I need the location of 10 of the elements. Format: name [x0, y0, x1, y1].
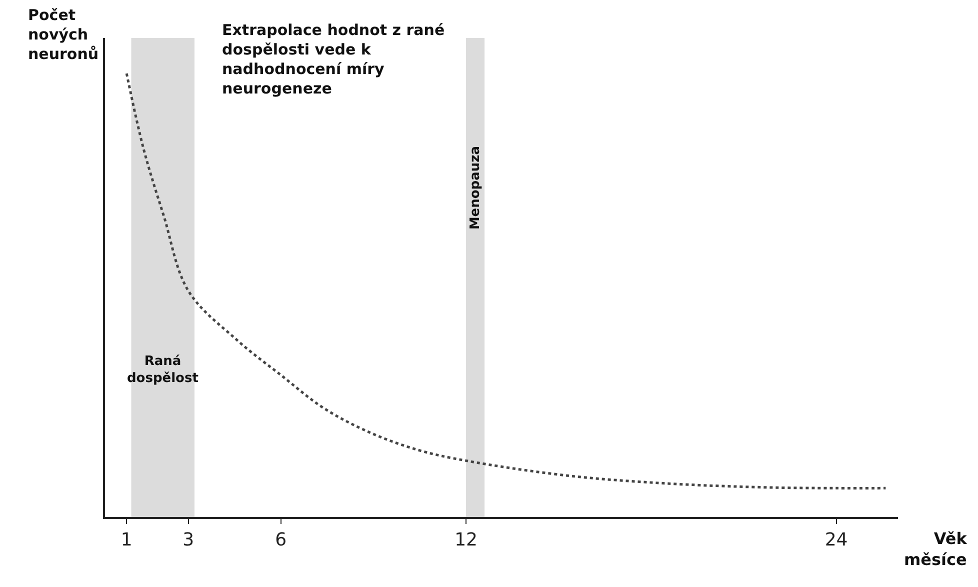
x-tick-label: 24: [824, 530, 848, 551]
x-tick-label: 12: [454, 530, 478, 551]
x-tick-label: 1: [120, 530, 132, 551]
band-label: Raná dospělost: [127, 354, 198, 386]
x-axis-title: Věk měsíce: [904, 529, 968, 569]
x-tick-label: 6: [275, 530, 287, 551]
band-label: Menopauza: [468, 146, 483, 230]
annotation: Extrapolace hodnot z rané dospělosti vede k nadhodnocení míry neurogeneze: [222, 21, 445, 98]
y-axis-title: Počet nových neuronů: [28, 6, 99, 63]
x-tick-label: 3: [182, 530, 194, 551]
